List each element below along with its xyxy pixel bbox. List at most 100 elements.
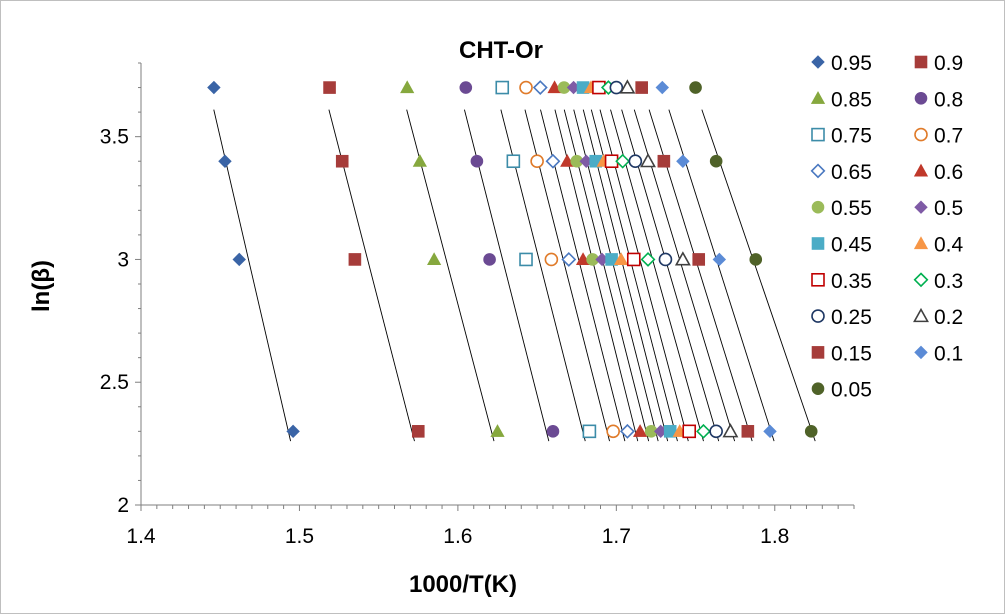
legend-label-0.05: 0.05 bbox=[831, 379, 872, 402]
data-point-0.15 bbox=[635, 81, 648, 94]
legend-label-0.1: 0.1 bbox=[934, 342, 963, 365]
fit-line-0.1 bbox=[668, 109, 775, 442]
data-point-0.35 bbox=[682, 424, 697, 439]
data-point-0.2 bbox=[722, 423, 739, 438]
data-point-0.05 bbox=[709, 154, 723, 168]
x-tick-label: 1.5 bbox=[285, 525, 314, 548]
data-point-0.4 bbox=[613, 252, 629, 266]
data-point-0.3 bbox=[696, 423, 711, 439]
data-point-0.35 bbox=[626, 252, 641, 267]
data-point-0.9 bbox=[348, 253, 362, 266]
legend-marker-0.85 bbox=[810, 91, 826, 104]
legend-marker-0.55 bbox=[811, 200, 825, 214]
legend: 0.95 0.9 0.85 0.8 0.75 0.7 0.65 0.6 0.55 0.5 0.45 0… bbox=[810, 52, 964, 402]
legend-marker-0.45 bbox=[811, 237, 825, 250]
legend-label-0.8: 0.8 bbox=[934, 88, 963, 111]
data-point-0.6 bbox=[632, 424, 648, 437]
data-point-0.1 bbox=[676, 154, 690, 168]
y-tick-label: 2 bbox=[117, 494, 129, 517]
legend-marker-0.25 bbox=[811, 309, 825, 323]
data-point-0.25 bbox=[609, 80, 624, 95]
data-point-0.7 bbox=[530, 154, 544, 169]
data-point-0.9 bbox=[323, 81, 336, 94]
legend-label-0.65: 0.65 bbox=[831, 161, 872, 184]
data-point-0.65 bbox=[619, 423, 635, 439]
data-point-0.65 bbox=[545, 153, 561, 169]
data-point-0.75 bbox=[506, 154, 521, 169]
data-point-0.8 bbox=[459, 81, 473, 94]
data-point-0.05 bbox=[749, 253, 763, 266]
data-point-0.15 bbox=[657, 154, 671, 168]
x-axis-title: 1000/T(K) bbox=[409, 571, 517, 598]
data-point-0.85 bbox=[400, 80, 415, 94]
data-point-0.1 bbox=[763, 424, 777, 439]
legend-label-0.75: 0.75 bbox=[831, 125, 872, 148]
axes: 2 2.5 3 3.5 1.4 1.5 1.6 1.7 1.8 bbox=[100, 62, 855, 548]
data-point-0.95 bbox=[218, 154, 232, 168]
data-point-0.7 bbox=[544, 252, 559, 267]
data-point-0.8 bbox=[483, 253, 496, 266]
legend-marker-0.8 bbox=[914, 92, 928, 105]
data-point-0.85 bbox=[490, 424, 505, 437]
legend-label-0.2: 0.2 bbox=[934, 306, 963, 329]
data-point-0.65 bbox=[561, 252, 577, 267]
legend-label-0.55: 0.55 bbox=[831, 197, 872, 220]
data-point-0.05 bbox=[689, 81, 702, 94]
legend-marker-0.1 bbox=[914, 345, 928, 360]
data-point-0.65 bbox=[532, 80, 548, 95]
data-point-0.25 bbox=[658, 252, 673, 267]
data-point-0.95 bbox=[207, 80, 221, 95]
data-point-0.7 bbox=[519, 80, 533, 95]
legend-marker-0.4 bbox=[913, 236, 929, 250]
data-point-0.05 bbox=[804, 425, 818, 438]
data-point-0.3 bbox=[640, 252, 656, 267]
legend-marker-0.9 bbox=[914, 55, 928, 69]
legend-marker-0.35 bbox=[811, 272, 825, 287]
legend-label-0.6: 0.6 bbox=[934, 161, 963, 184]
legend-label-0.5: 0.5 bbox=[934, 197, 963, 220]
legend-label-0.35: 0.35 bbox=[831, 270, 872, 293]
data-point-0.1 bbox=[655, 80, 670, 95]
legend-label-0.15: 0.15 bbox=[831, 342, 872, 365]
x-tick-label: 1.4 bbox=[126, 525, 156, 548]
data-point-0.95 bbox=[232, 252, 246, 267]
legend-marker-0.3 bbox=[913, 272, 929, 288]
legend-label-0.95: 0.95 bbox=[831, 52, 872, 75]
data-point-0.15 bbox=[692, 253, 706, 266]
data-point-0.2 bbox=[640, 152, 656, 168]
data-point-0.2 bbox=[619, 79, 636, 94]
legend-marker-0.75 bbox=[811, 127, 825, 142]
chart-title: CHT-Or bbox=[459, 37, 543, 64]
data-point-0.75 bbox=[582, 424, 597, 439]
x-tick-label: 1.6 bbox=[443, 525, 472, 548]
legend-marker-0.05 bbox=[811, 382, 825, 396]
data-point-0.2 bbox=[674, 251, 691, 266]
data-point-0.1 bbox=[712, 252, 727, 267]
legend-marker-0.5 bbox=[914, 200, 928, 214]
data-point-0.25 bbox=[628, 154, 643, 169]
data-point-0.75 bbox=[495, 80, 510, 95]
legend-label-0.85: 0.85 bbox=[831, 88, 872, 111]
legend-marker-0.7 bbox=[914, 127, 928, 142]
legend-label-0.25: 0.25 bbox=[831, 306, 872, 329]
legend-label-0.3: 0.3 bbox=[934, 270, 963, 293]
y-tick-label: 2.5 bbox=[100, 371, 129, 394]
legend-label-0.45: 0.45 bbox=[831, 234, 872, 257]
data-point-0.7 bbox=[606, 424, 620, 439]
legend-marker-0.15 bbox=[811, 346, 825, 359]
data-point-0.85 bbox=[427, 252, 442, 266]
legend-marker-0.6 bbox=[913, 163, 929, 177]
data-point-0.85 bbox=[412, 154, 427, 167]
legend-marker-0.2 bbox=[913, 307, 929, 323]
y-axis-title: ln(β) bbox=[28, 260, 55, 312]
data-point-0.8 bbox=[470, 154, 484, 168]
data-point-0.95 bbox=[286, 424, 300, 439]
data-point-0.75 bbox=[519, 252, 533, 267]
data-point-0.3 bbox=[615, 153, 631, 169]
y-tick-label: 3.5 bbox=[100, 126, 129, 149]
data-points bbox=[207, 79, 818, 439]
legend-label-0.7: 0.7 bbox=[934, 125, 963, 148]
data-point-0.9 bbox=[335, 154, 349, 168]
